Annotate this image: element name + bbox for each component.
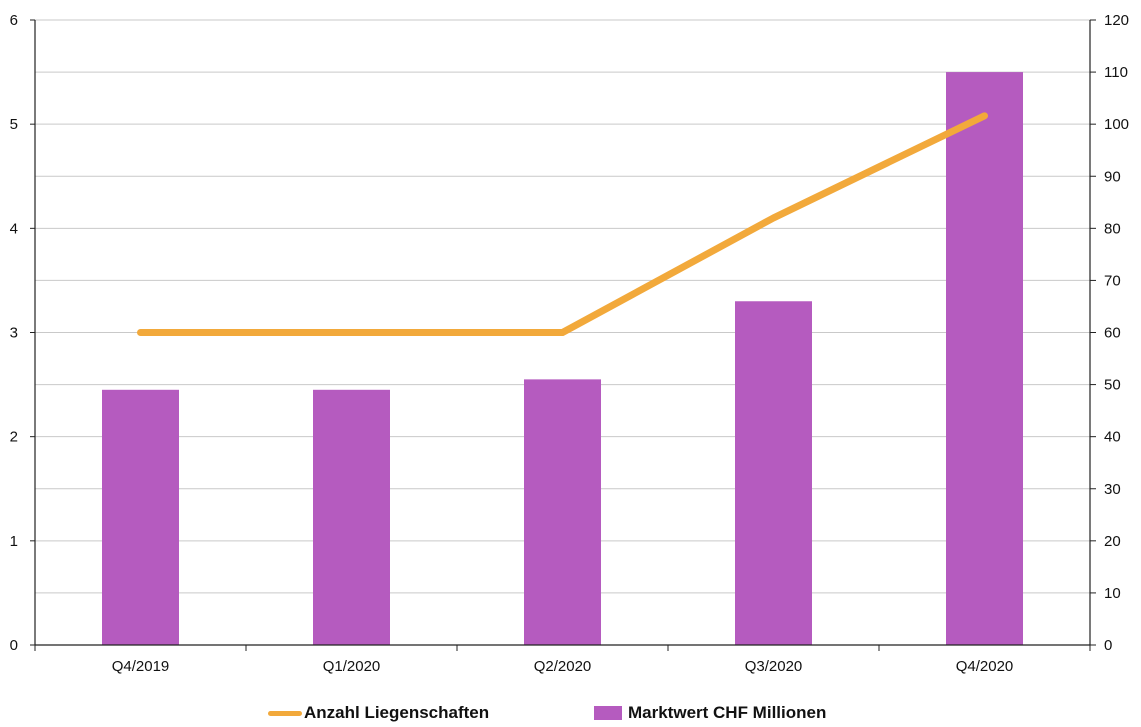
bar bbox=[102, 389, 179, 645]
right-tick-label: 90 bbox=[1104, 168, 1121, 185]
legend-bar-label: Marktwert CHF Millionen bbox=[628, 703, 827, 722]
x-axis-ticks: Q4/2019 Q1/2020 Q2/2020 Q3/2020 Q4/2020 bbox=[112, 658, 1014, 675]
right-tick-label: 50 bbox=[1104, 377, 1121, 394]
bar bbox=[313, 389, 390, 645]
line-series bbox=[137, 112, 988, 336]
bar bbox=[946, 72, 1023, 646]
legend-line-swatch bbox=[268, 710, 302, 716]
right-tick-label: 20 bbox=[1104, 533, 1121, 550]
legend-line-label: Anzahl Liegenschaften bbox=[304, 703, 490, 722]
right-tick-label: 110 bbox=[1104, 64, 1128, 81]
x-tick-label: Q4/2019 bbox=[112, 658, 170, 675]
legend-item-bar: Marktwert CHF Millionen bbox=[594, 703, 826, 723]
left-tick-label: 0 bbox=[10, 637, 18, 654]
right-tick-label: 0 bbox=[1104, 637, 1112, 654]
right-tick-label: 120 bbox=[1104, 12, 1129, 29]
left-tick-label: 5 bbox=[10, 116, 18, 133]
left-tick-label: 4 bbox=[10, 220, 18, 237]
right-tick-label: 80 bbox=[1104, 220, 1121, 237]
bar-series bbox=[102, 72, 1023, 646]
legend: Anzahl Liegenschaften Marktwert CHF Mill… bbox=[0, 703, 1141, 727]
bar bbox=[735, 301, 812, 645]
left-axis-ticks: 0 1 2 3 4 5 6 bbox=[10, 12, 18, 654]
left-tick-label: 6 bbox=[10, 12, 18, 29]
bar bbox=[524, 379, 601, 645]
right-tick-label: 60 bbox=[1104, 325, 1121, 342]
x-tick-label: Q4/2020 bbox=[956, 658, 1014, 675]
legend-item-line: Anzahl Liegenschaften bbox=[268, 703, 489, 723]
series-line bbox=[137, 112, 988, 336]
axes bbox=[30, 19, 1096, 651]
left-tick-label: 3 bbox=[10, 325, 18, 342]
right-tick-label: 10 bbox=[1104, 585, 1121, 602]
x-tick-label: Q2/2020 bbox=[534, 658, 592, 675]
left-tick-label: 2 bbox=[10, 429, 18, 446]
left-tick-label: 1 bbox=[10, 533, 18, 550]
right-tick-label: 100 bbox=[1104, 116, 1129, 133]
x-tick-label: Q1/2020 bbox=[323, 658, 381, 675]
x-tick-label: Q3/2020 bbox=[745, 658, 803, 675]
right-tick-label: 40 bbox=[1104, 429, 1121, 446]
right-tick-label: 70 bbox=[1104, 272, 1121, 289]
right-tick-label: 30 bbox=[1104, 481, 1121, 498]
legend-bar-swatch bbox=[594, 706, 622, 720]
combo-chart: 0 1 2 3 4 5 6 0 10 20 30 40 50 60 70 80 90 100 110 120 Q4/… bbox=[10, 12, 1129, 675]
right-axis-ticks: 0 10 20 30 40 50 60 70 80 90 100 110 120 bbox=[1104, 12, 1129, 654]
